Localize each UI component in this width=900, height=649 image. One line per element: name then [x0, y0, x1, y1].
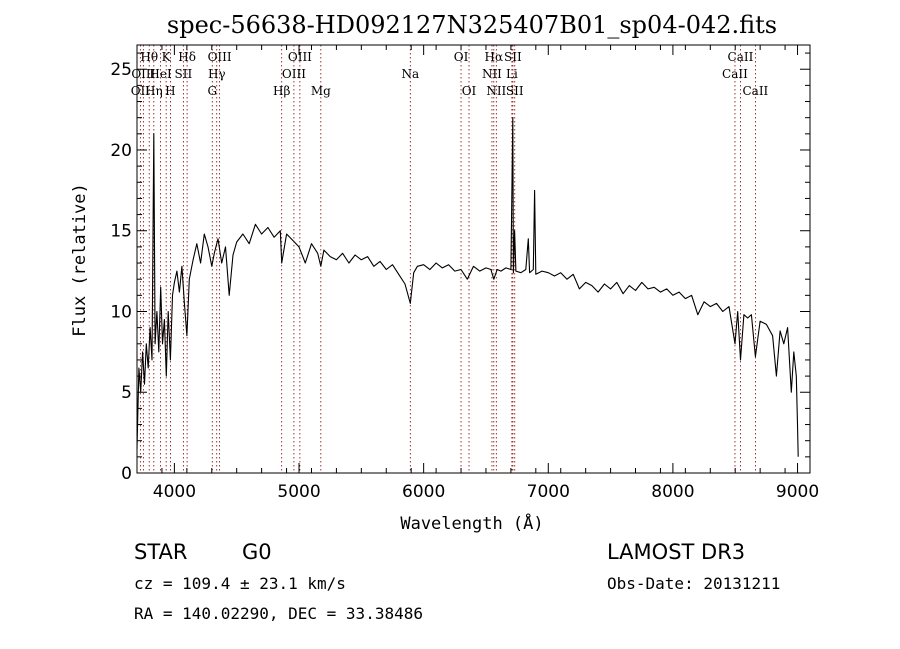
- plot-frame: [136, 44, 811, 474]
- y-tick-label-5: 25: [110, 60, 132, 80]
- object-class: STAR: [134, 540, 188, 564]
- line-label-23: SII: [504, 50, 522, 64]
- line-label-0: OII: [131, 84, 151, 98]
- y-tick-label-0: 0: [121, 464, 132, 484]
- y-tick-label-2: 10: [110, 302, 132, 322]
- line-label-26: CaII: [728, 50, 754, 64]
- y-tick-label-3: 15: [110, 222, 132, 242]
- redshift-velocity: cz = 109.4 ± 23.1 km/s: [134, 574, 346, 593]
- line-label-19: NII: [482, 67, 502, 81]
- line-label-18: OI: [462, 84, 477, 98]
- line-label-6: H: [165, 84, 175, 98]
- y-axis-label: Flux (relative): [70, 183, 90, 337]
- line-label-7: SII: [175, 67, 193, 81]
- x-axis: 4000 5000 6000 7000 8000 9000: [136, 45, 819, 502]
- sky-coordinates: RA = 140.02290, DEC = 33.38486: [134, 604, 423, 623]
- survey-name: LAMOST DR3: [607, 540, 746, 564]
- line-label-24: SII: [506, 84, 524, 98]
- line-label-21: NII: [486, 84, 506, 98]
- emission-line-markers: [139, 45, 756, 473]
- line-label-27: CaII: [742, 84, 768, 98]
- x-tick-label-4: 8000: [651, 482, 694, 502]
- line-label-11: OIII: [208, 50, 232, 64]
- line-label-4: HeI: [149, 67, 172, 81]
- x-tick-label-0: 4000: [153, 482, 196, 502]
- x-tick-label-2: 6000: [402, 482, 445, 502]
- spectral-subclass: G0: [242, 540, 272, 564]
- y-tick-label-1: 5: [121, 383, 132, 403]
- line-label-10: Hγ: [208, 67, 226, 81]
- line-label-20: Hα: [485, 50, 504, 64]
- line-label-22: Li: [506, 67, 518, 81]
- line-label-17: OI: [454, 50, 469, 64]
- line-label-16: Na: [401, 67, 419, 81]
- x-tick-label-5: 9000: [776, 482, 819, 502]
- emission-line-labels: OIIHθOIIIHηHeIKHSIIHδGHγOIIIHβOIIIOIIIMg…: [131, 50, 769, 98]
- y-axis: 0 5 10 15 20 25: [110, 52, 810, 484]
- line-label-9: G: [207, 84, 217, 98]
- line-label-1: Hθ: [140, 50, 158, 64]
- observation-date: Obs-Date: 20131211: [607, 574, 781, 593]
- x-tick-label-3: 7000: [527, 482, 570, 502]
- line-label-14: OIII: [288, 50, 312, 64]
- y-tick-label-4: 20: [110, 141, 132, 161]
- x-tick-label-1: 5000: [277, 482, 320, 502]
- chart-title: spec-56638-HD092127N325407B01_sp04-042.f…: [167, 11, 777, 39]
- line-label-8: Hδ: [178, 50, 196, 64]
- line-label-25: CaII: [722, 67, 748, 81]
- line-label-5: K: [162, 50, 172, 64]
- x-axis-label: Wavelength (Å): [400, 512, 543, 534]
- line-label-3: Hη: [145, 84, 163, 98]
- line-label-15: Mg: [311, 84, 331, 98]
- line-label-13: OIII: [282, 67, 306, 81]
- spectrum-line: [136, 117, 799, 457]
- line-label-12: Hβ: [273, 84, 290, 98]
